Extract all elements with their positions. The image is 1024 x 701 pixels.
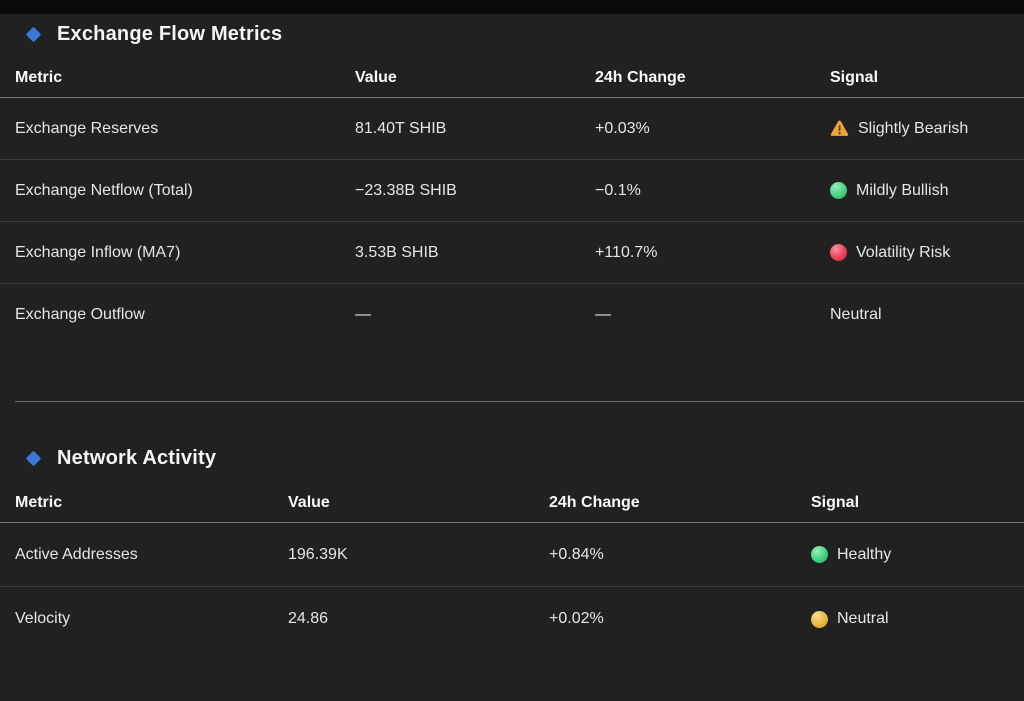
change-cell: +110.7% [595,243,658,261]
value-cell: 24.86 [288,610,329,627]
metric-cell: Exchange Reserves [15,119,159,137]
metric-cell: Active Addresses [15,545,138,563]
table-header-row: Metric Value 24h Change Signal [0,478,1024,523]
section-divider [15,401,1024,402]
section-header: Network Activity [0,438,1024,478]
value-cell: 3.53B SHIB [355,243,439,261]
top-black-bar [0,0,1024,14]
signal-cell: Neutral [830,306,1024,324]
column-header-signal: Signal [811,494,860,511]
metric-cell: Exchange Inflow (MA7) [15,243,181,261]
diamond-icon [25,26,42,42]
yellow-circle-icon [811,610,828,628]
change-cell: +0.03% [595,119,650,137]
table-header-row: Metric Value 24h Change Signal [0,54,1024,98]
table-row: Exchange Netflow (Total) −23.38B SHIB −0… [0,160,1024,222]
signal-cell: Volatility Risk [830,244,1024,262]
column-header-change: 24h Change [549,494,640,511]
section-exchange-flow-metrics: Exchange Flow Metrics Metric Value 24h C… [0,14,1024,346]
signal-label: Volatility Risk [856,243,951,261]
value-cell: 196.39K [288,545,348,563]
metric-cell: Exchange Outflow [15,306,145,323]
signal-cell: Healthy [811,546,1024,564]
change-cell: +0.02% [549,610,604,627]
signal-label: Mildly Bullish [856,181,949,199]
signal-label: Neutral [830,306,882,323]
metric-cell: Exchange Netflow (Total) [15,181,193,199]
section-network-activity: Network Activity Metric Value 24h Change… [0,438,1024,651]
column-header-change: 24h Change [595,69,686,86]
change-cell: — [595,306,611,323]
change-cell: +0.84% [549,545,604,563]
change-cell: −0.1% [595,181,641,199]
column-header-signal: Signal [830,69,879,86]
table-row: Exchange Inflow (MA7) 3.53B SHIB +110.7%… [0,222,1024,284]
signal-label: Healthy [837,545,892,563]
section-title: Network Activity [57,446,217,469]
signal-cell: Slightly Bearish [830,120,1024,138]
signal-cell: Neutral [811,610,1024,628]
signal-label: Slightly Bearish [858,119,969,137]
warning-triangle-icon [830,120,849,137]
diamond-icon [25,450,42,466]
signal-label: Neutral [837,610,889,627]
column-header-metric: Metric [15,494,63,511]
red-circle-icon [830,244,847,261]
metric-cell: Velocity [15,610,71,627]
signal-cell: Mildly Bullish [830,182,1024,200]
table-row: Velocity 24.86 +0.02% Neutral [0,587,1024,651]
green-circle-icon [830,182,847,199]
section-header: Exchange Flow Metrics [0,14,1024,54]
section-title: Exchange Flow Metrics [57,22,283,45]
table-row: Exchange Outflow — — Neutral [0,284,1024,346]
column-header-value: Value [288,494,330,511]
table-row: Active Addresses 196.39K +0.84% Healthy [0,523,1024,587]
column-header-value: Value [355,69,397,86]
value-cell: −23.38B SHIB [355,181,457,199]
value-cell: — [355,306,371,323]
green-circle-icon [811,546,828,563]
value-cell: 81.40T SHIB [355,119,447,137]
table-row: Exchange Reserves 81.40T SHIB +0.03% Sli… [0,98,1024,160]
column-header-metric: Metric [15,69,63,86]
